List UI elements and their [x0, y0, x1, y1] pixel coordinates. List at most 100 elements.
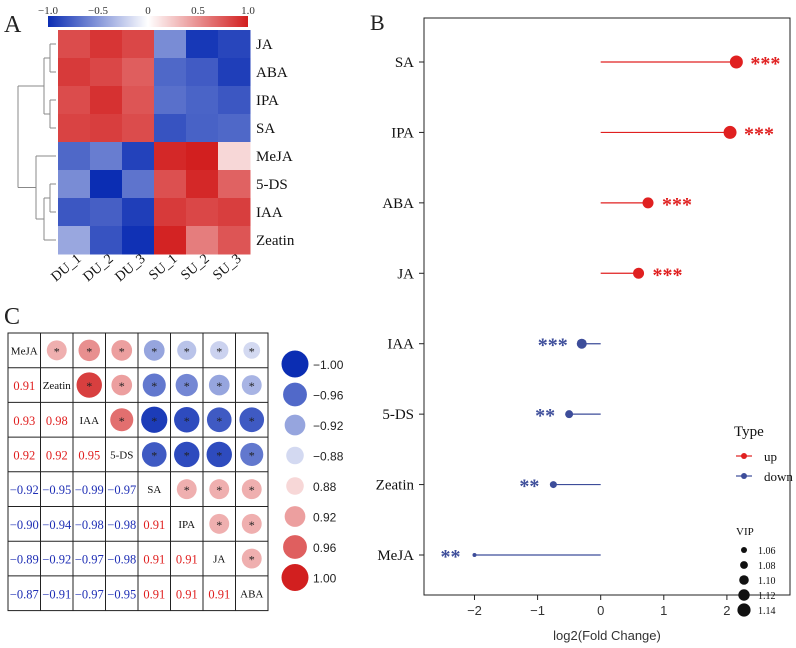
correlation-circle: [174, 407, 200, 433]
legend-size-label: 1.12: [758, 591, 776, 602]
variable-label: ABA: [240, 588, 263, 600]
lollipop-point: [633, 267, 645, 279]
significance-mark: *: [86, 379, 92, 393]
correlation-value: 0.91: [13, 379, 35, 393]
correlation-circle: [111, 339, 133, 361]
significance-label: ***: [662, 194, 692, 216]
variable-label: IAA: [79, 415, 99, 427]
y-tick-label: JA: [397, 266, 414, 282]
panel-label-c: C: [4, 304, 20, 330]
heatmap-cell: [90, 142, 123, 171]
correlation-circle: [206, 407, 232, 433]
significance-mark: *: [249, 553, 255, 567]
legend-value: 0.88: [313, 480, 337, 494]
correlation-circle: [78, 339, 100, 362]
y-tick-label: IPA: [391, 125, 414, 141]
heatmap-col-label: DU_1: [49, 252, 85, 285]
significance-mark: *: [119, 344, 125, 358]
legend-size-label: 1.06: [758, 546, 776, 557]
legend-size-label: 1.10: [758, 576, 776, 587]
heatmap-cell: [186, 58, 219, 87]
significance-mark: *: [184, 379, 190, 393]
correlation-value: −0.97: [75, 553, 104, 567]
heatmap-cell: [122, 198, 155, 227]
heatmap-cell: [58, 142, 91, 171]
y-tick-label: IAA: [387, 337, 414, 353]
y-tick-label: Zeatin: [376, 478, 415, 494]
heatmap-cell: [154, 198, 187, 227]
lollipop-point: [565, 410, 574, 419]
significance-label: ***: [744, 123, 774, 145]
legend-circle: [286, 477, 304, 495]
significance-label: **: [440, 546, 460, 568]
correlation-value: 0.91: [176, 553, 198, 567]
correlation-value: −0.94: [42, 518, 72, 532]
heatmap-cell: [186, 142, 219, 171]
heatmap-row-label: ABA: [256, 65, 288, 81]
correlation-value: 0.91: [143, 587, 165, 601]
legend-value: 0.96: [313, 541, 337, 555]
correlation-circle: [177, 340, 197, 360]
legend-title: Type: [734, 424, 764, 440]
significance-mark: *: [151, 414, 157, 428]
legend-size-label: 1.14: [758, 606, 776, 617]
legend-value: −1.00: [313, 358, 344, 372]
y-tick-label: 5-DS: [382, 407, 414, 423]
heatmap-cell: [58, 114, 91, 143]
heatmap-cell: [154, 30, 187, 59]
heatmap-cell: [122, 170, 155, 199]
legend-circle: [281, 564, 309, 591]
variable-label: IPA: [178, 519, 195, 531]
colorbar-tick-label: 0: [145, 5, 151, 17]
heatmap-cell: [122, 30, 155, 59]
significance-mark: *: [151, 379, 157, 393]
colorbar-tick-label: −0.5: [88, 5, 108, 17]
heatmap-cell: [90, 86, 123, 115]
colorbar-tick-label: −1.0: [38, 5, 58, 17]
x-tick-label: 1: [660, 603, 667, 618]
significance-label: ***: [750, 53, 780, 75]
significance-mark: *: [119, 414, 125, 428]
legend-value: 1.00: [313, 572, 337, 586]
y-tick-label: MeJA: [377, 548, 414, 564]
legend-circle: [284, 506, 306, 527]
correlation-value: 0.91: [143, 553, 165, 567]
correlation-value: −0.92: [10, 483, 39, 497]
significance-mark: *: [216, 379, 222, 393]
heatmap-cell: [218, 58, 251, 87]
significance-mark: *: [86, 344, 92, 358]
heatmap-col-label: DU_2: [81, 252, 117, 285]
plot-frame: [423, 17, 791, 596]
heatmap-col-label: DU_3: [113, 252, 149, 285]
legend-circle: [283, 382, 307, 407]
correlation-circle: [143, 339, 165, 361]
heatmap-cell: [90, 30, 123, 59]
correlation-circle: [46, 340, 67, 361]
heatmap-cell: [218, 142, 251, 171]
correlation-circle: [76, 372, 102, 398]
significance-mark: *: [249, 379, 255, 393]
colorbar-tick-label: 1.0: [241, 5, 255, 17]
correlation-value: −0.98: [75, 518, 104, 532]
heatmap-cell: [154, 170, 187, 199]
lollipop-point: [723, 125, 737, 139]
significance-label: **: [519, 476, 539, 498]
heatmap-cell: [218, 170, 251, 199]
legend-value: −0.92: [313, 419, 344, 433]
correlation-circle: [206, 441, 232, 468]
heatmap-cell: [122, 226, 155, 255]
heatmap-cell: [186, 86, 219, 115]
correlation-circle: [241, 513, 262, 534]
y-tick-label: ABA: [382, 196, 414, 212]
correlation-circle: [176, 479, 197, 500]
legend-value: −0.96: [313, 389, 344, 403]
significance-label: ***: [538, 335, 568, 357]
variable-label: Zeatin: [43, 380, 72, 392]
correlation-circle: [240, 442, 264, 466]
panel-label-b: B: [370, 10, 385, 35]
heatmap-cell: [58, 198, 91, 227]
x-tick-label: −1: [530, 603, 545, 618]
heatmap-cell: [58, 86, 91, 115]
heatmap-cell: [218, 30, 251, 59]
